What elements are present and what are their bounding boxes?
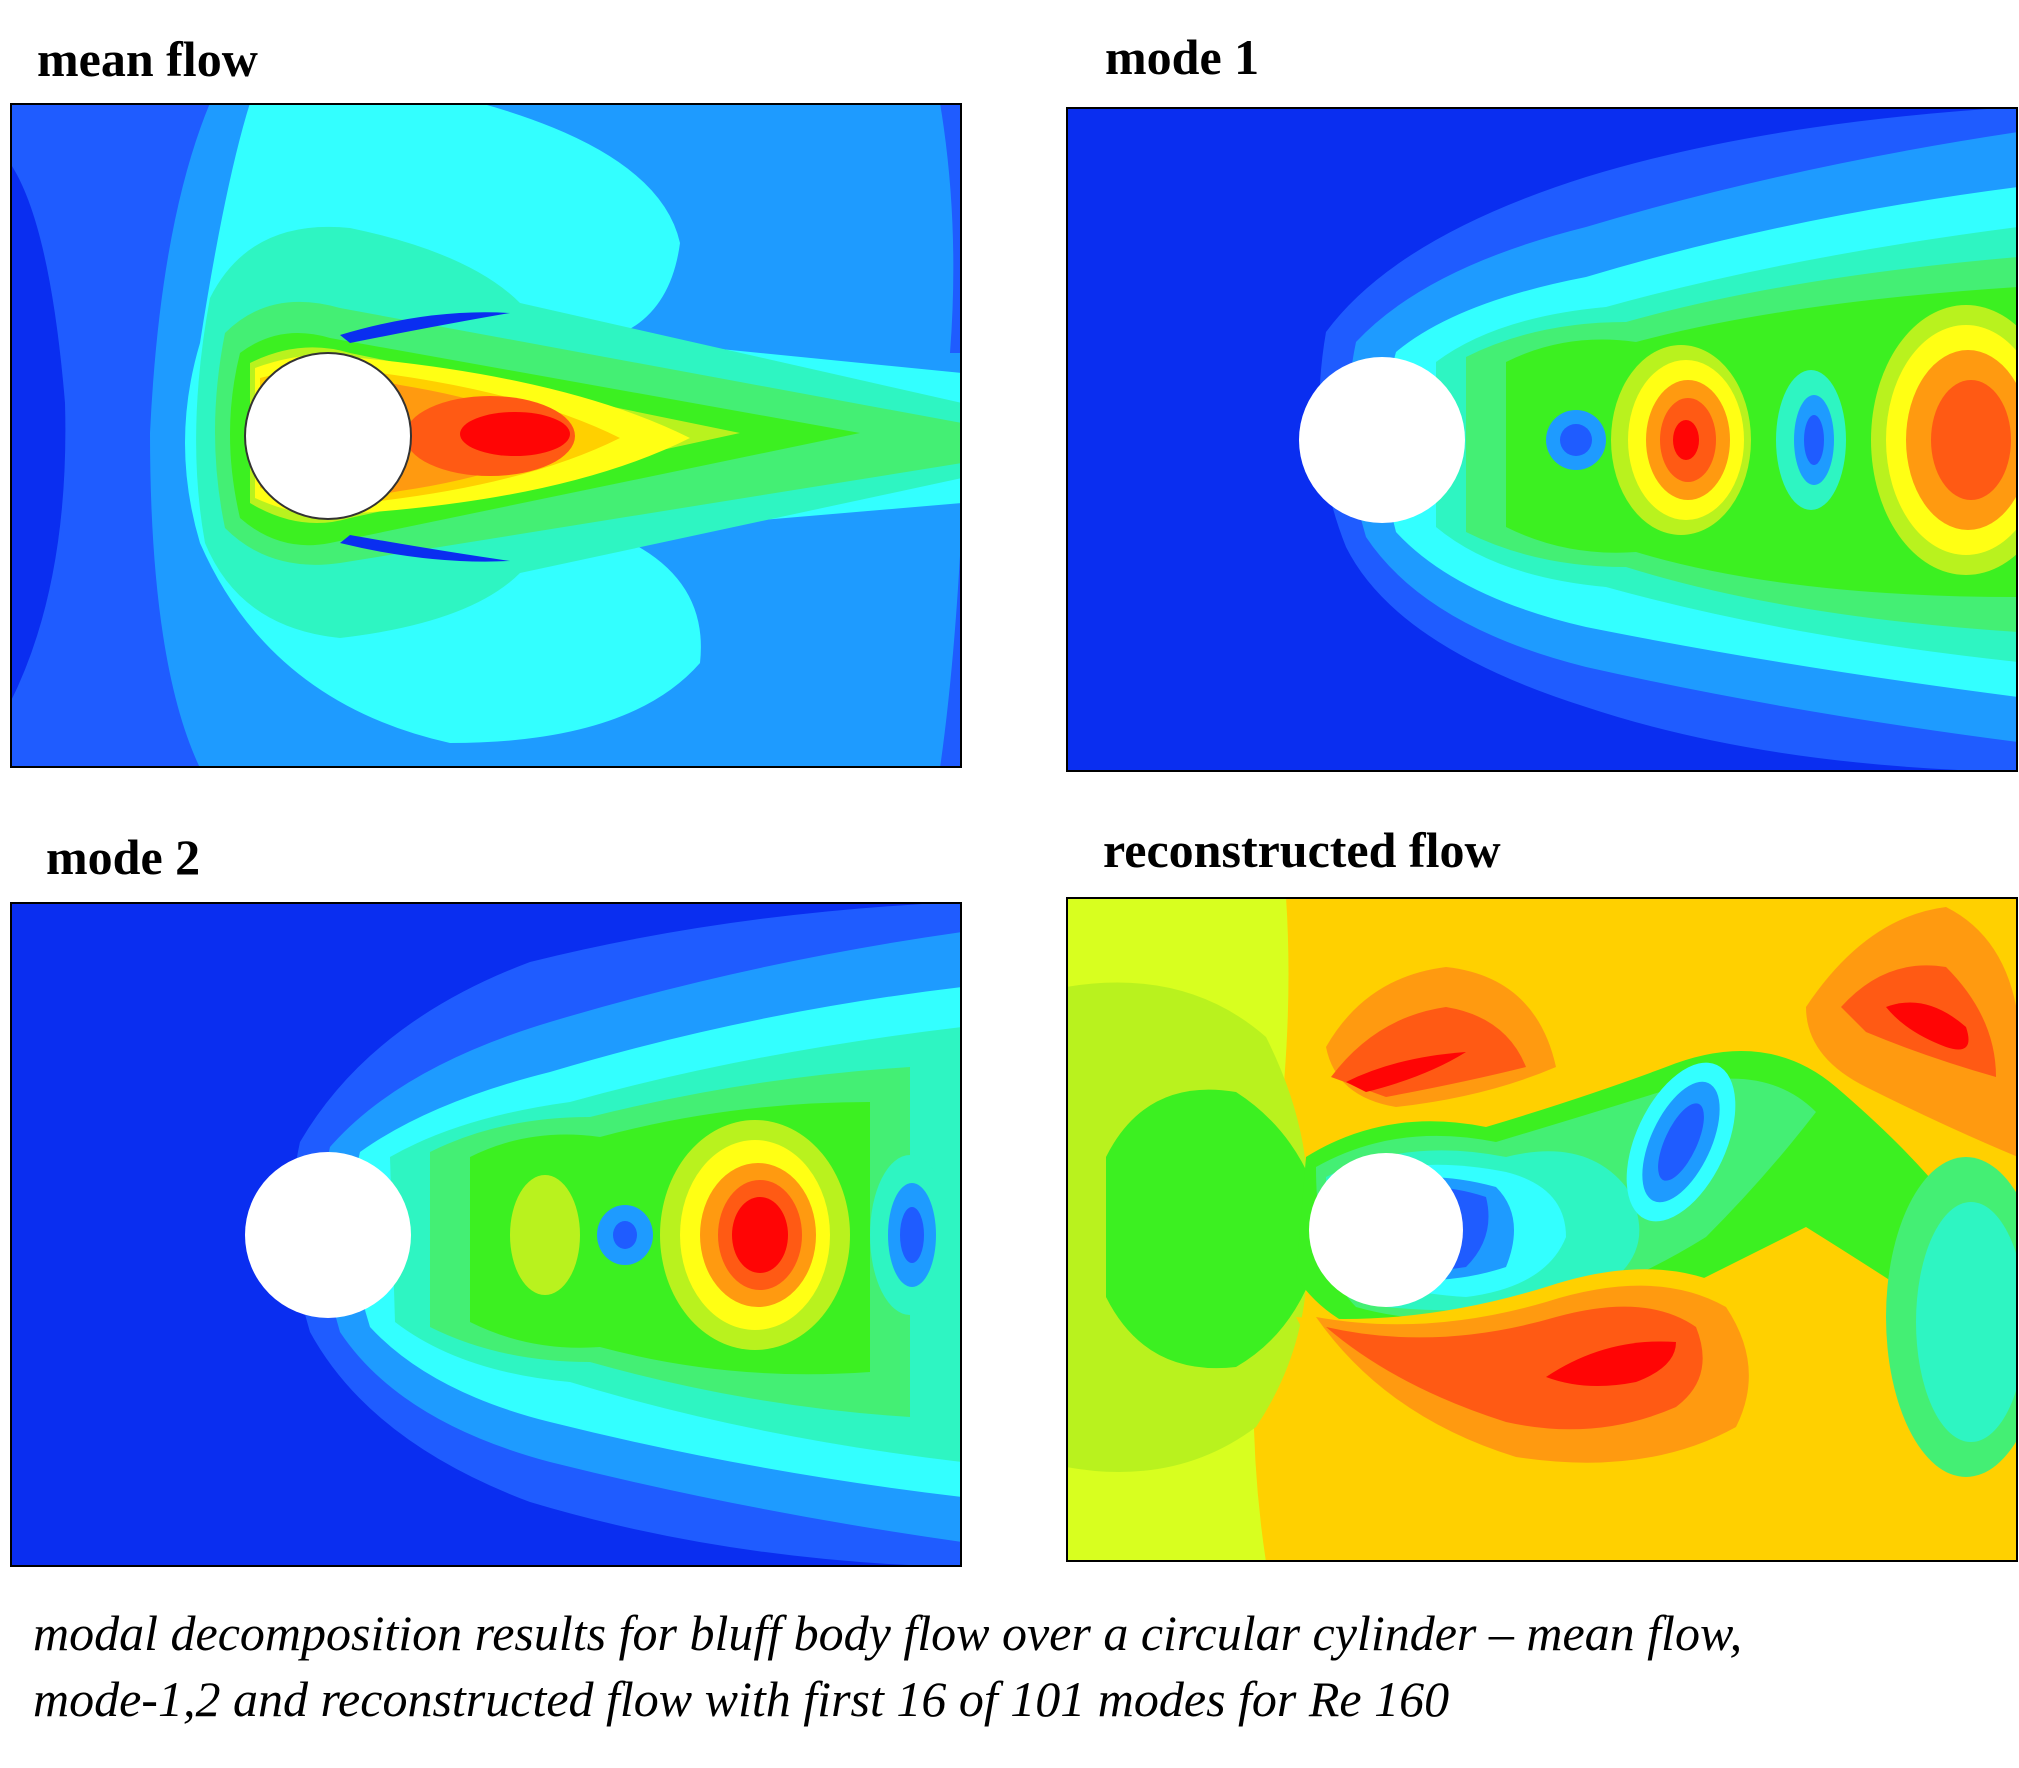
shear-layer-bottom xyxy=(340,535,510,562)
panel-title-mean-flow: mean flow xyxy=(37,31,258,87)
panel-title-mode-1: mode 1 xyxy=(1105,29,1260,85)
contour-red-topright xyxy=(1886,1002,1969,1050)
plot-frame xyxy=(10,902,962,1567)
contour-blue-small-core xyxy=(613,1221,637,1249)
contour-plot-mode-2 xyxy=(10,902,962,1567)
contour-green-left xyxy=(1106,1089,1326,1369)
contour-red xyxy=(460,412,570,456)
contour-blue-small-core xyxy=(1560,424,1592,456)
panel-title-reconstructed-flow: reconstructed flow xyxy=(1103,822,1501,878)
shear-layer-top xyxy=(340,312,510,343)
contour-plot-mean-flow xyxy=(10,103,962,768)
cylinder xyxy=(245,1152,411,1318)
contour-blue-2-core xyxy=(1804,415,1824,465)
contour-orange-red-bottom xyxy=(1326,1306,1703,1430)
plot-frame xyxy=(1066,897,2018,1562)
caption-line-1: modal decomposition results for bluff bo… xyxy=(33,1605,1743,1661)
contour-red-top xyxy=(1346,1052,1466,1092)
figure-caption: modal decomposition results for bluff bo… xyxy=(33,1600,1993,1732)
caption-line-2: mode-1,2 and reconstructed flow with fir… xyxy=(33,1671,1450,1727)
contour-red-1 xyxy=(732,1197,788,1273)
cylinder xyxy=(244,352,412,520)
contour-red-bottom xyxy=(1546,1341,1676,1386)
contour-plot-reconstructed-flow xyxy=(1066,897,2018,1562)
contour-blue-2-core xyxy=(900,1207,924,1263)
contour-lime-0 xyxy=(510,1175,580,1295)
panel-title-mode-2: mode 2 xyxy=(46,829,201,885)
cylinder xyxy=(1309,1153,1463,1307)
contour-orange-red-3 xyxy=(1931,380,2011,500)
contour-blue-vortex xyxy=(1658,1103,1704,1181)
contour-blue-dark-edge xyxy=(10,163,66,703)
cylinder xyxy=(1299,357,1465,523)
contour-red-1 xyxy=(1673,420,1699,460)
plot-frame xyxy=(10,103,962,768)
contour-green-right xyxy=(1916,1202,2018,1442)
plot-frame xyxy=(1066,107,2018,772)
contour-plot-mode-1 xyxy=(1066,107,2018,772)
